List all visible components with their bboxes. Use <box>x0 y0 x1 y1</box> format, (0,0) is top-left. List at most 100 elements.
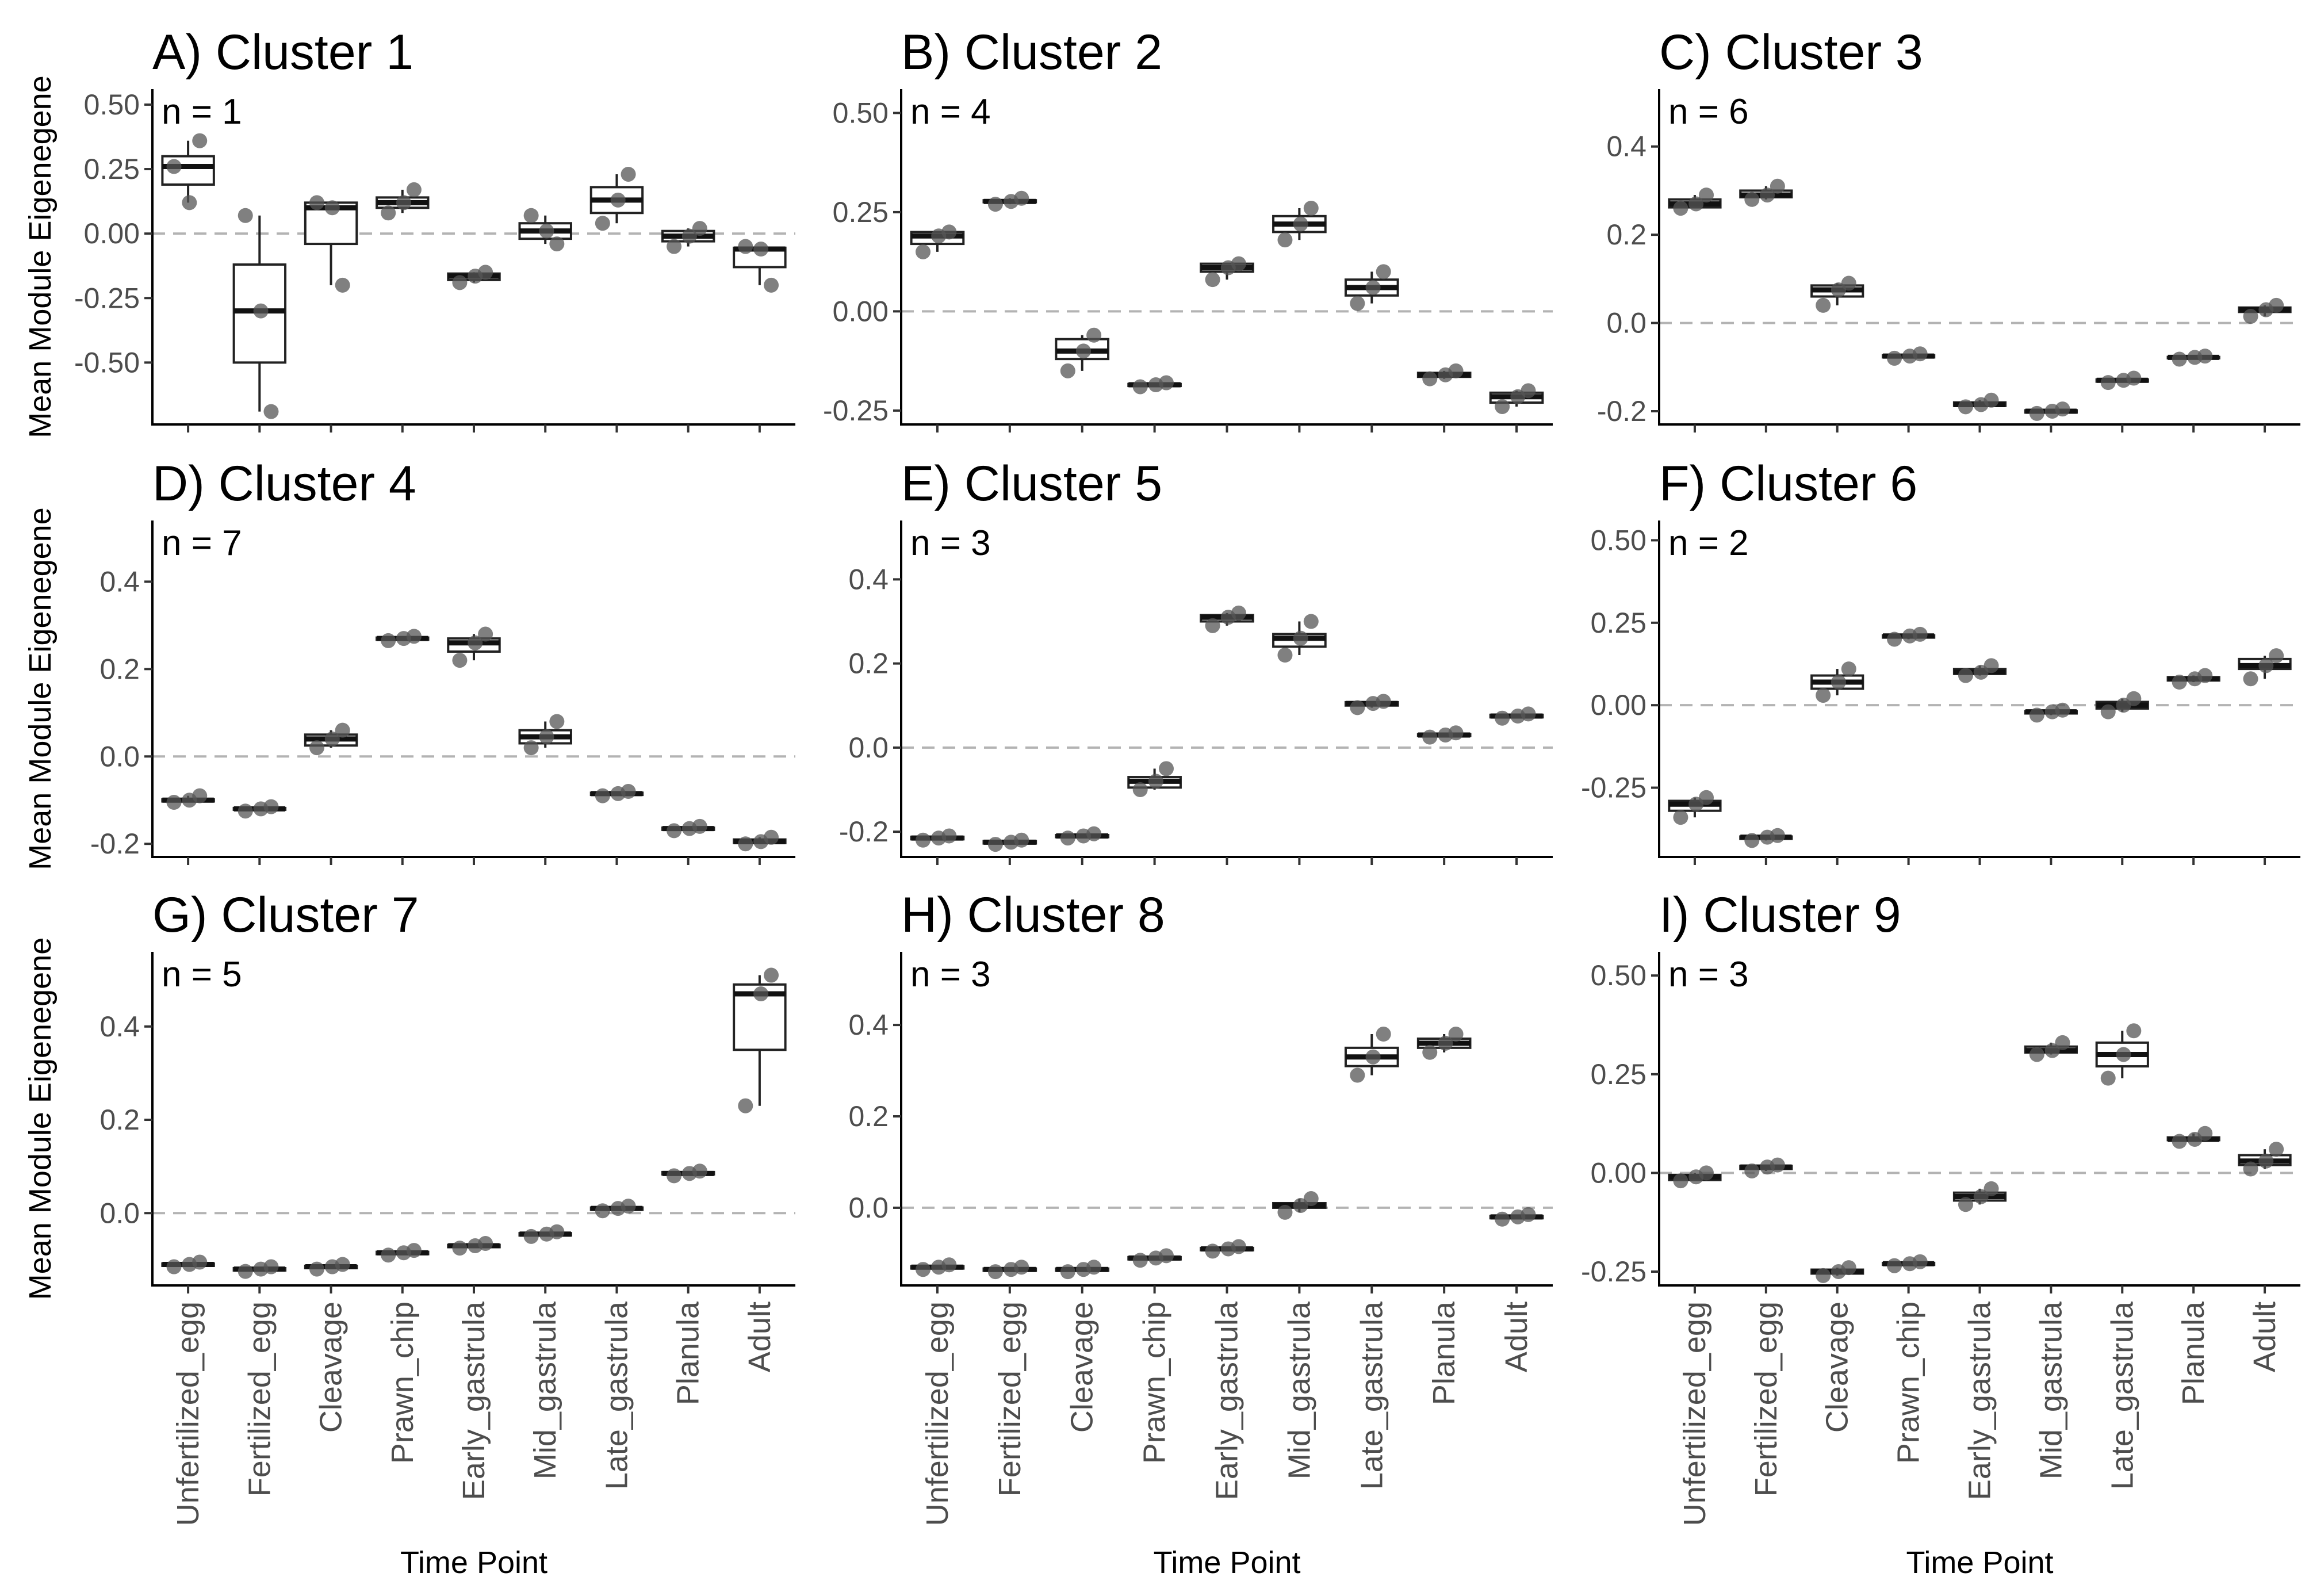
data-point <box>738 1098 753 1113</box>
x-category-label: Cleavage <box>1065 1302 1100 1433</box>
data-point <box>1673 201 1688 216</box>
y-tick-label: 0.50 <box>84 89 140 121</box>
panel-cluster-8: H) Cluster 8 n = 3 0.4 0.2 0.0 Unfertilized_e… <box>848 887 1553 1526</box>
data-point <box>916 244 931 259</box>
data-point <box>1983 1181 1999 1196</box>
data-point <box>681 228 697 244</box>
data-point <box>166 795 182 810</box>
data-point <box>523 740 539 756</box>
x-category-label: Unfertilized_egg <box>171 1302 205 1526</box>
data-point <box>1220 1241 1236 1257</box>
data-point <box>2100 1070 2116 1086</box>
y-axis-title: Mean Module Eigenegene <box>23 507 58 870</box>
panel-cluster-5: E) Cluster 5 n = 3 0.4 0.2 0.0 -0.2 <box>839 456 1553 865</box>
x-category-label: Mid_gastrula <box>528 1301 562 1479</box>
x-category-label: Early_gastrula <box>1210 1301 1245 1500</box>
n-annotation: n = 5 <box>162 955 242 994</box>
data-point <box>549 236 565 252</box>
x-category-label: Adult <box>742 1302 777 1372</box>
data-point <box>253 801 269 817</box>
data-point <box>1159 761 1174 776</box>
data-point <box>1293 630 1308 646</box>
y-tick-label: 0.0 <box>848 732 889 764</box>
y-tick-label: 0.4 <box>99 565 140 598</box>
data-point <box>610 1201 626 1216</box>
y-tick-label: 0.0 <box>99 1197 140 1229</box>
data-point <box>182 195 197 210</box>
data-point <box>1902 1256 1917 1272</box>
y-tick-label: 0.4 <box>848 563 889 595</box>
data-point <box>1760 1159 1775 1175</box>
data-point <box>2243 309 2258 324</box>
y-tick-label: 0.2 <box>848 648 889 680</box>
data-point <box>1075 343 1091 359</box>
n-annotation: n = 4 <box>910 92 991 132</box>
data-point <box>595 216 610 231</box>
data-point <box>1220 260 1236 275</box>
data-point <box>1293 1197 1308 1213</box>
data-point <box>681 821 697 836</box>
n-annotation: n = 2 <box>1668 523 1749 563</box>
panel-cluster-7: G) Cluster 7 n = 5 0.4 0.2 0.0 Unfertilized_e… <box>99 887 795 1526</box>
data-point <box>2187 1132 2203 1147</box>
data-point <box>2044 1043 2060 1058</box>
data-point <box>1438 367 1453 382</box>
data-point <box>1770 178 1785 194</box>
data-point <box>1495 710 1510 726</box>
data-point <box>1744 833 1760 848</box>
panel-cluster-1: A) Cluster 1 n = 1 0.50 0.25 0.00 -0.25 -0.50 <box>74 25 795 433</box>
data-point <box>1495 399 1510 414</box>
y-tick-label: 0.50 <box>1591 959 1646 992</box>
n-annotation: n = 1 <box>162 92 242 132</box>
y-tick-label: -0.25 <box>1581 1256 1646 1288</box>
data-point <box>452 653 468 668</box>
data-point <box>1958 668 1973 683</box>
panel-title: E) Cluster 5 <box>901 456 1162 511</box>
y-tick-label: 0.2 <box>99 653 140 685</box>
x-axis-title: Time Point <box>1153 1545 1300 1580</box>
x-category-label: Fertilized_egg <box>1749 1302 1783 1497</box>
data-point <box>1760 187 1775 203</box>
data-point <box>1973 664 1989 680</box>
data-point <box>539 223 554 239</box>
data-point <box>1887 350 1902 366</box>
x-category-label: Mid_gastrula <box>2034 1301 2068 1479</box>
data-point <box>452 1241 468 1256</box>
data-point <box>2116 1047 2131 1062</box>
data-point <box>2172 675 2187 690</box>
data-point <box>1887 631 1902 647</box>
y-tick-label: -0.25 <box>823 395 889 427</box>
data-point <box>1075 1262 1091 1277</box>
y-tick-label: 0.0 <box>848 1192 889 1224</box>
data-point <box>1902 628 1917 644</box>
data-point <box>1132 1253 1148 1268</box>
data-point <box>1148 1250 1163 1266</box>
data-point <box>539 1226 554 1242</box>
x-axis-title: Time Point <box>400 1545 547 1580</box>
data-point <box>549 714 565 729</box>
data-point <box>1303 200 1319 216</box>
data-point <box>309 195 324 210</box>
data-point <box>253 1261 269 1277</box>
data-point <box>987 1264 1003 1280</box>
data-point <box>987 837 1003 852</box>
data-point <box>309 740 324 756</box>
data-point <box>2126 1023 2142 1039</box>
x-category-label: Planula <box>671 1301 706 1405</box>
data-point <box>1205 618 1220 633</box>
data-point <box>753 986 769 1002</box>
data-point <box>595 1203 610 1219</box>
data-point <box>1365 696 1381 711</box>
y-tick-label: 0.50 <box>1591 524 1646 556</box>
panel-cluster-3: C) Cluster 3 n = 6 0.4 0.2 0.0 -0.2 <box>1597 25 2300 433</box>
data-point <box>324 200 340 216</box>
x-category-label: Late_gastrula <box>2105 1301 2139 1490</box>
x-category-label: Mid_gastrula <box>1282 1301 1316 1479</box>
data-point <box>1004 194 1019 209</box>
y-tick-label: 0.00 <box>1591 689 1646 721</box>
data-point <box>1422 1044 1438 1060</box>
data-point <box>381 1247 396 1263</box>
data-point <box>2029 1047 2044 1062</box>
data-point <box>1422 729 1438 745</box>
data-point <box>1699 187 1714 203</box>
